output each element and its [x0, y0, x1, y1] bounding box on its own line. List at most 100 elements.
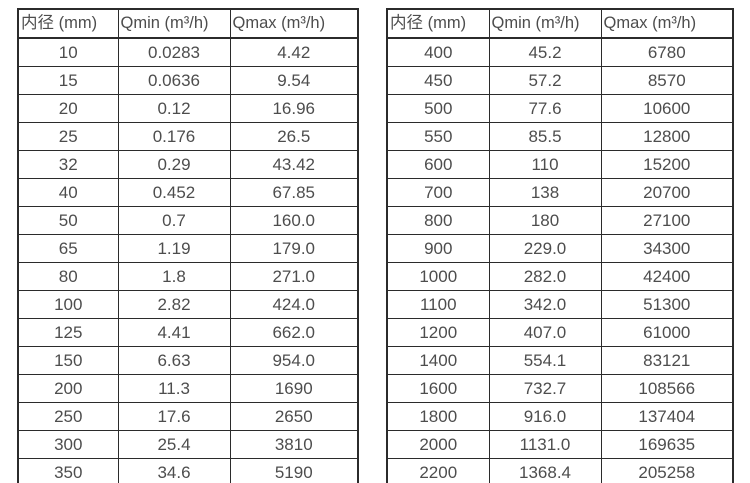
qmin-cell: 11.3 [117, 374, 231, 403]
qmax-cell: 4.42 [229, 37, 359, 67]
qmax-cell: 5190 [229, 458, 359, 483]
table-row: 80 1.8 271.0 [17, 262, 359, 291]
qmax-cell: 205258 [600, 458, 734, 483]
table-row: 2200 1368.4 205258 [386, 458, 734, 483]
inner-diameter-cell: 400 [386, 37, 490, 67]
qmin-cell: 2.82 [117, 290, 231, 319]
qmax-cell: 51300 [600, 290, 734, 319]
flow-table-right-body: 400 45.2 6780 450 57.2 8570 500 77.6 10600 550 85.… [386, 37, 734, 483]
inner-diameter-cell: 1000 [386, 262, 490, 291]
qmin-cell: 57.2 [488, 66, 602, 95]
table-row: 125 4.41 662.0 [17, 318, 359, 347]
qmax-cell: 271.0 [229, 262, 359, 291]
table-row: 10 0.0283 4.42 [17, 37, 359, 67]
inner-diameter-cell: 40 [17, 178, 119, 207]
inner-diameter-cell: 1100 [386, 290, 490, 319]
qmin-cell: 732.7 [488, 374, 602, 403]
qmin-cell: 110 [488, 150, 602, 179]
inner-diameter-cell: 550 [386, 122, 490, 151]
qmin-cell: 0.176 [117, 122, 231, 151]
inner-diameter-cell: 100 [17, 290, 119, 319]
qmax-cell: 8570 [600, 66, 734, 95]
table-row: 1600 732.7 108566 [386, 374, 734, 403]
qmax-cell: 83121 [600, 346, 734, 375]
table-row: 2000 1131.0 169635 [386, 430, 734, 459]
header-qmax: Qmax (m³/h) [229, 8, 359, 39]
qmax-cell: 20700 [600, 178, 734, 207]
inner-diameter-cell: 2000 [386, 430, 490, 459]
qmax-cell: 662.0 [229, 318, 359, 347]
qmax-cell: 61000 [600, 318, 734, 347]
inner-diameter-cell: 300 [17, 430, 119, 459]
qmin-cell: 77.6 [488, 94, 602, 123]
inner-diameter-cell: 800 [386, 206, 490, 235]
table-row: 500 77.6 10600 [386, 94, 734, 123]
qmin-cell: 1131.0 [488, 430, 602, 459]
header-qmax: Qmax (m³/h) [600, 8, 734, 39]
flow-table-left-body: 10 0.0283 4.42 15 0.0636 9.54 20 0.12 16.96 25 0.1… [17, 37, 359, 483]
qmin-cell: 34.6 [117, 458, 231, 483]
flow-table-left: 内径 (mm) Qmin (m³/h) Qmax (m³/h) 10 0.0283… [17, 8, 359, 483]
inner-diameter-cell: 125 [17, 318, 119, 347]
table-row: 400 45.2 6780 [386, 37, 734, 67]
qmax-cell: 27100 [600, 206, 734, 235]
header-qmin: Qmin (m³/h) [488, 8, 602, 39]
inner-diameter-cell: 15 [17, 66, 119, 95]
flow-table-left-header: 内径 (mm) Qmin (m³/h) Qmax (m³/h) [17, 8, 359, 39]
qmax-cell: 34300 [600, 234, 734, 263]
qmax-cell: 954.0 [229, 346, 359, 375]
qmin-cell: 916.0 [488, 402, 602, 431]
table-row: 300 25.4 3810 [17, 430, 359, 459]
qmax-cell: 67.85 [229, 178, 359, 207]
table-row: 200 11.3 1690 [17, 374, 359, 403]
table-row: 25 0.176 26.5 [17, 122, 359, 151]
qmin-cell: 17.6 [117, 402, 231, 431]
table-row: 250 17.6 2650 [17, 402, 359, 431]
table-row: 1100 342.0 51300 [386, 290, 734, 319]
table-row: 450 57.2 8570 [386, 66, 734, 95]
qmin-cell: 554.1 [488, 346, 602, 375]
table-row: 100 2.82 424.0 [17, 290, 359, 319]
qmin-cell: 0.12 [117, 94, 231, 123]
qmax-cell: 26.5 [229, 122, 359, 151]
table-row: 50 0.7 160.0 [17, 206, 359, 235]
table-row: 40 0.452 67.85 [17, 178, 359, 207]
table-row: 550 85.5 12800 [386, 122, 734, 151]
inner-diameter-cell: 10 [17, 37, 119, 67]
qmax-cell: 12800 [600, 122, 734, 151]
table-row: 1200 407.0 61000 [386, 318, 734, 347]
table-row: 350 34.6 5190 [17, 458, 359, 483]
qmin-cell: 0.7 [117, 206, 231, 235]
qmin-cell: 1368.4 [488, 458, 602, 483]
qmin-cell: 0.0283 [117, 37, 231, 67]
header-inner-diameter: 内径 (mm) [17, 8, 119, 39]
table-row: 1800 916.0 137404 [386, 402, 734, 431]
qmax-cell: 43.42 [229, 150, 359, 179]
qmin-cell: 85.5 [488, 122, 602, 151]
inner-diameter-cell: 700 [386, 178, 490, 207]
header-row: 内径 (mm) Qmin (m³/h) Qmax (m³/h) [386, 8, 734, 39]
qmin-cell: 4.41 [117, 318, 231, 347]
table-row: 20 0.12 16.96 [17, 94, 359, 123]
inner-diameter-cell: 20 [17, 94, 119, 123]
flow-table-right: 内径 (mm) Qmin (m³/h) Qmax (m³/h) 400 45.2 6… [386, 8, 734, 483]
inner-diameter-cell: 1600 [386, 374, 490, 403]
table-row: 65 1.19 179.0 [17, 234, 359, 263]
qmin-cell: 342.0 [488, 290, 602, 319]
inner-diameter-cell: 50 [17, 206, 119, 235]
table-row: 800 180 27100 [386, 206, 734, 235]
inner-diameter-cell: 1200 [386, 318, 490, 347]
inner-diameter-cell: 80 [17, 262, 119, 291]
inner-diameter-cell: 65 [17, 234, 119, 263]
qmax-cell: 16.96 [229, 94, 359, 123]
qmin-cell: 282.0 [488, 262, 602, 291]
qmax-cell: 15200 [600, 150, 734, 179]
qmax-cell: 6780 [600, 37, 734, 67]
table-row: 600 110 15200 [386, 150, 734, 179]
qmin-cell: 407.0 [488, 318, 602, 347]
qmin-cell: 45.2 [488, 37, 602, 67]
qmax-cell: 10600 [600, 94, 734, 123]
qmin-cell: 0.452 [117, 178, 231, 207]
qmax-cell: 160.0 [229, 206, 359, 235]
